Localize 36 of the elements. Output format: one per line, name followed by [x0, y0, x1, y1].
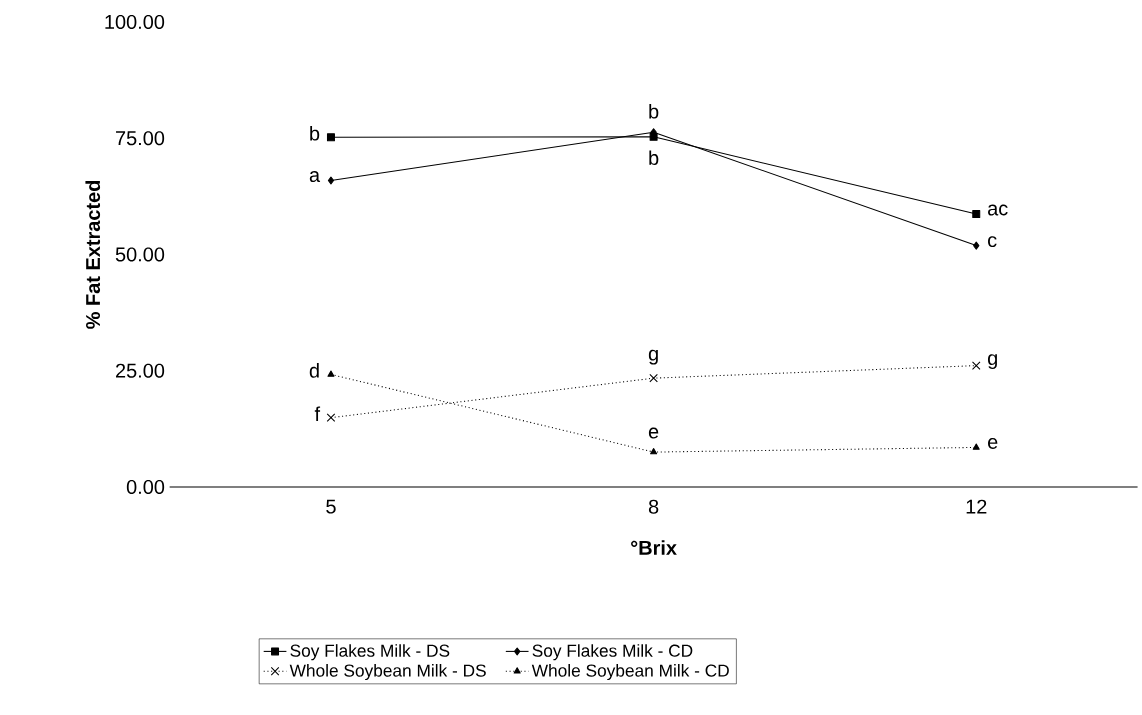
legend-label: Whole Soybean Milk - DS [289, 663, 486, 680]
annotation: b [310, 125, 320, 141]
annotation: e [988, 437, 998, 449]
point [327, 176, 335, 185]
annotation: e [648, 427, 659, 439]
x-tick-label: 8 [648, 499, 659, 514]
annotation: a [309, 170, 321, 182]
annotation: c [988, 235, 997, 247]
y-tick-label: 50.00 [115, 247, 165, 262]
point [326, 413, 336, 422]
point [649, 373, 658, 383]
y-tick-label: 25.00 [116, 363, 165, 378]
point [327, 370, 335, 377]
legend-label: Soy Flakes Milk - CD [532, 643, 693, 661]
y-tick-label: 75.00 [116, 130, 165, 146]
annotation: b [649, 150, 659, 165]
x-axis-title: °Brix [631, 539, 677, 555]
point [971, 361, 981, 370]
legend-label: Whole Soybean Milk - CD [531, 663, 729, 680]
x-tick-label: 5 [326, 499, 336, 514]
point [972, 443, 980, 450]
point [972, 209, 981, 218]
y-axis-title: % Fat Extracted [85, 180, 101, 329]
annotation: d [309, 362, 319, 378]
x-tick-label: 12 [966, 499, 987, 514]
point [973, 241, 980, 250]
legend-label: Soy Flakes Milk - DS [290, 643, 450, 661]
y-tick-label: 0.00 [126, 479, 165, 494]
annotation: b [649, 103, 659, 119]
annotation: f [314, 406, 321, 421]
y-tick-label: 100.00 [105, 14, 165, 29]
annotation: g [648, 349, 658, 365]
annotation: ac [988, 204, 1008, 216]
point [326, 133, 335, 142]
annotation: g [988, 353, 997, 369]
point [650, 447, 658, 455]
